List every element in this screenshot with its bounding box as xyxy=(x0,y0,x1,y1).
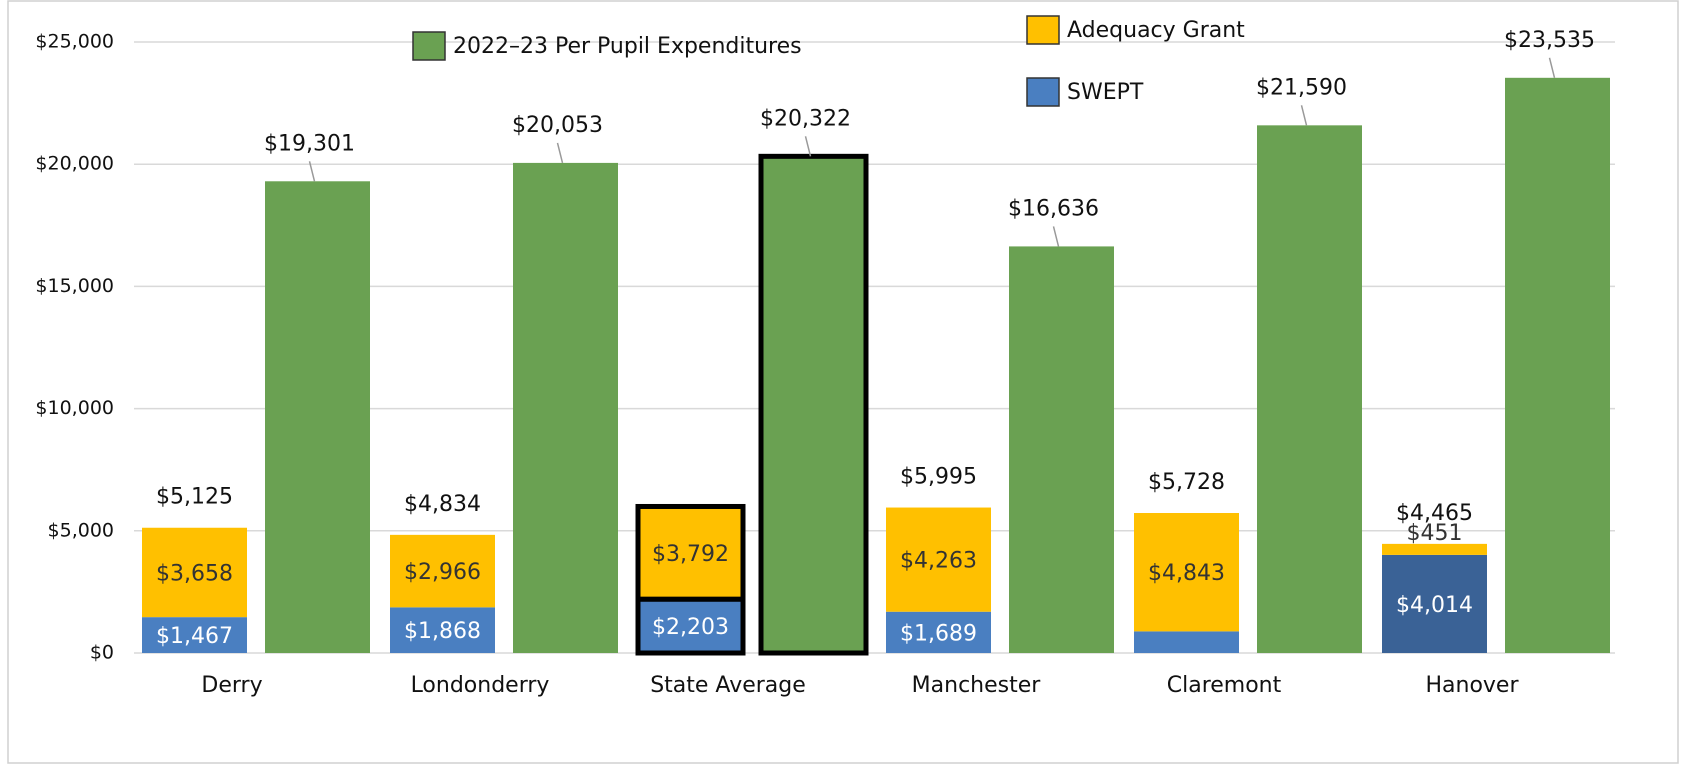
leader-line xyxy=(804,136,812,157)
bar-segment xyxy=(142,527,247,618)
total-label: $5,995 xyxy=(900,465,977,490)
value-label: $2,203 xyxy=(652,615,729,640)
leader-line xyxy=(556,142,564,164)
bar-segment xyxy=(1382,543,1487,555)
bar xyxy=(265,181,370,653)
y-tick-label: $25,000 xyxy=(35,31,114,53)
legend-label: Adequacy Grant xyxy=(1067,18,1245,43)
bar-segment xyxy=(886,611,991,653)
leader-line xyxy=(308,161,316,182)
x-tick-label: Londonderry xyxy=(411,673,550,698)
x-tick-label: State Average xyxy=(650,673,806,698)
legend-swatch xyxy=(412,31,446,61)
y-tick-label: $0 xyxy=(90,642,114,664)
value-label: $1,689 xyxy=(900,621,977,646)
bar-segment xyxy=(886,507,991,612)
bar-segment xyxy=(390,534,495,608)
bar xyxy=(758,153,869,656)
value-label: $16,636 xyxy=(1008,196,1099,221)
bar xyxy=(1257,125,1362,654)
x-tick-label: Claremont xyxy=(1167,673,1282,698)
bar xyxy=(1505,77,1610,653)
x-tick-label: Derry xyxy=(201,673,262,698)
value-label: $23,535 xyxy=(1504,28,1595,53)
leader-line xyxy=(1052,226,1060,247)
legend-label: 2022–23 Per Pupil Expenditures xyxy=(453,34,802,59)
value-label: $20,322 xyxy=(760,106,851,131)
value-label: $3,792 xyxy=(652,542,729,567)
bar xyxy=(1009,246,1114,654)
value-label: $4,843 xyxy=(1148,561,1225,586)
leader-line xyxy=(1548,57,1556,78)
total-label: $4,465 xyxy=(1396,501,1473,526)
legend-swatch xyxy=(1026,15,1060,45)
value-label: $20,053 xyxy=(512,113,603,138)
value-label: $1,467 xyxy=(156,624,233,649)
total-label: $5,728 xyxy=(1148,470,1225,495)
legend-swatch xyxy=(1026,77,1060,107)
value-label: $4,014 xyxy=(1396,593,1473,618)
value-label: $3,658 xyxy=(156,561,233,586)
y-tick-label: $15,000 xyxy=(35,275,114,297)
bar-segment xyxy=(1134,513,1239,632)
x-tick-label: Manchester xyxy=(912,673,1042,698)
value-label: $4,263 xyxy=(900,549,977,574)
value-label: $1,868 xyxy=(404,619,481,644)
bar-segment xyxy=(635,503,746,602)
value-label: $2,966 xyxy=(404,560,481,585)
total-label: $4,834 xyxy=(404,492,481,517)
y-tick-label: $20,000 xyxy=(35,153,114,175)
bar-segment xyxy=(1382,554,1487,653)
total-label: $5,125 xyxy=(156,485,233,510)
leader-line xyxy=(1300,105,1308,126)
bar-segment xyxy=(142,617,247,653)
value-label: $21,590 xyxy=(1256,75,1347,100)
y-tick-label: $10,000 xyxy=(35,397,114,419)
bar-segment xyxy=(390,607,495,653)
value-label: $451 xyxy=(1407,521,1463,546)
value-label: $19,301 xyxy=(264,131,355,156)
bar-segment xyxy=(1134,631,1239,653)
x-tick-label: Hanover xyxy=(1425,673,1519,698)
legend-label: SWEPT xyxy=(1067,80,1144,105)
bar xyxy=(513,162,618,654)
bar-segment xyxy=(635,596,746,656)
y-tick-label: $5,000 xyxy=(48,519,114,541)
